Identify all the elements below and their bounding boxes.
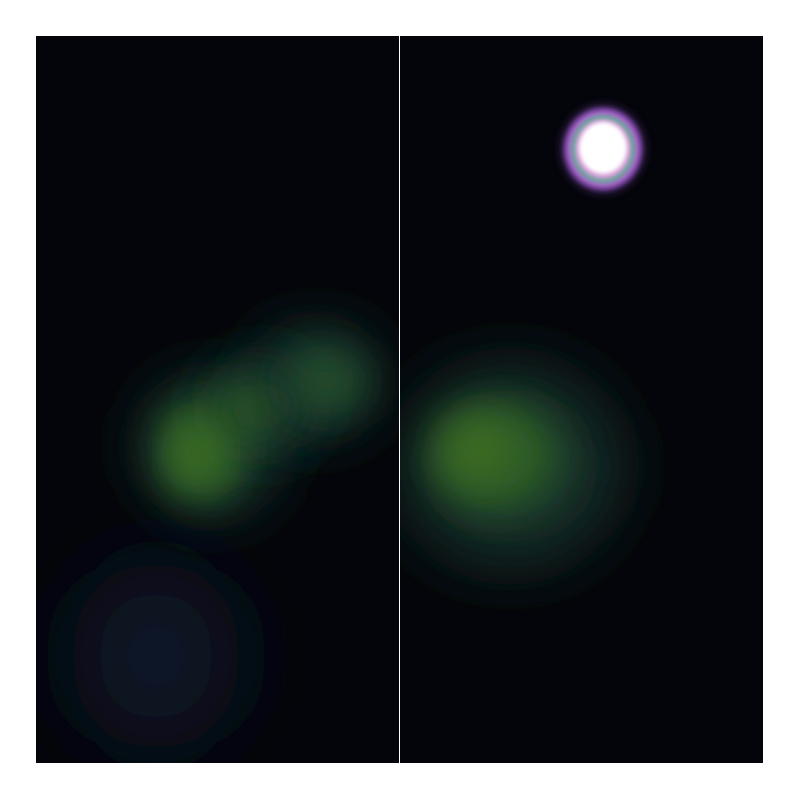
right-panel-canvas <box>400 36 763 763</box>
panel-divider <box>399 36 400 763</box>
image-figure <box>36 36 763 763</box>
left-panel-canvas <box>36 36 399 763</box>
left-image-panel <box>36 36 399 763</box>
diffuse-green-arc <box>141 326 381 516</box>
bright-compact-source <box>559 103 647 195</box>
right-image-panel <box>400 36 763 763</box>
faint-blue-haze <box>71 561 241 751</box>
diffuse-green-blob <box>400 366 620 566</box>
